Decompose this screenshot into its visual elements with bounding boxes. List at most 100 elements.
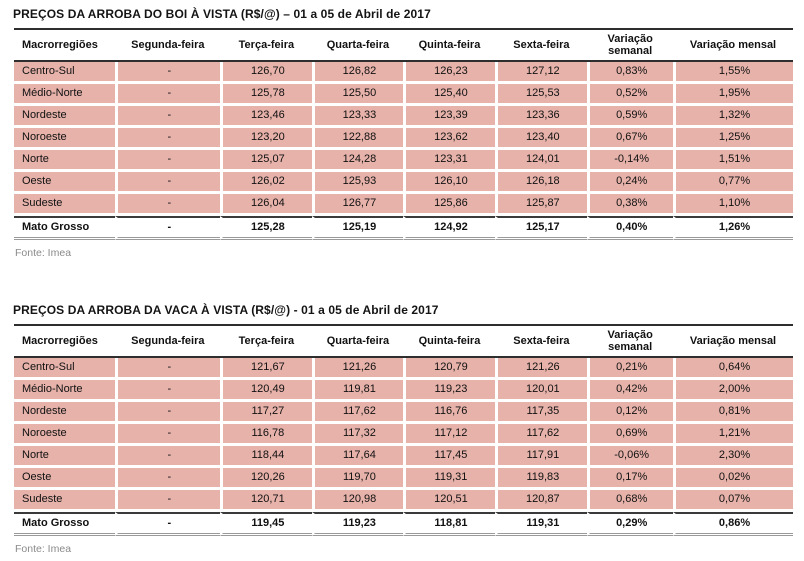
value-cell: 118,81 [403, 512, 496, 536]
value-cell: 124,01 [495, 150, 588, 172]
value-cell: 119,23 [312, 512, 404, 536]
header-row: Macrorregiões Segunda-feira Terça-feira Qua… [14, 28, 793, 62]
table-row: Centro-Sul -121,67 121,26 120,79 121,26 0,21%… [14, 358, 793, 380]
value-cell: 126,10 [403, 172, 496, 194]
value-cell: 120,26 [220, 468, 313, 490]
value-cell: 0,52% [587, 84, 674, 106]
boi-table-title: PREÇOS DA ARROBA DO BOI À VISTA (R$/@) –… [13, 7, 431, 21]
table-row: Centro-Sul -126,70 126,82 126,23 127,12 0,83%… [14, 62, 793, 84]
column-header: Quarta-feira [312, 28, 404, 62]
column-header: Terça-feira [220, 28, 313, 62]
value-cell: 123,40 [495, 128, 588, 150]
column-header: Segunda-feira [115, 324, 221, 358]
value-cell: 119,31 [495, 512, 588, 536]
value-cell: 1,25% [673, 128, 793, 150]
value-cell: 116,76 [403, 402, 496, 424]
value-cell: 117,62 [312, 402, 404, 424]
region-cell: Sudeste [14, 194, 116, 216]
table-row: Nordeste -123,46 123,33 123,39 123,36 0,59% 1,… [14, 106, 793, 128]
value-cell: 1,10% [673, 194, 793, 216]
value-cell: 120,49 [220, 380, 313, 402]
value-cell: 0,83% [587, 62, 674, 84]
value-cell: 125,93 [312, 172, 404, 194]
region-cell: Oeste [14, 172, 116, 194]
value-cell: -0,06% [587, 446, 674, 468]
value-cell: 0,64% [673, 358, 793, 380]
column-header: Terça-feira [220, 324, 313, 358]
value-cell: 117,45 [403, 446, 496, 468]
column-header: Macrorregiões [14, 324, 116, 358]
vaca-price-section: PREÇOS DA ARROBA DA VACA À VISTA (R$/@) … [0, 303, 804, 555]
table-row: Noroeste -123,20 122,88 123,62 123,40 0,67% 1,… [14, 128, 793, 150]
value-cell: 0,17% [587, 468, 674, 490]
value-cell: 0,81% [673, 402, 793, 424]
value-cell: 0,69% [587, 424, 674, 446]
value-cell: - [115, 84, 221, 106]
column-header: Quarta-feira [312, 324, 404, 358]
value-cell: 120,79 [403, 358, 496, 380]
value-cell: 126,23 [403, 62, 496, 84]
value-cell: 0,68% [587, 490, 674, 512]
region-cell: Norte [14, 150, 116, 172]
column-header: Quinta-feira [403, 28, 496, 62]
value-cell: - [115, 216, 221, 240]
column-header: Sexta-feira [495, 324, 588, 358]
value-cell: 126,77 [312, 194, 404, 216]
value-cell: 118,44 [220, 446, 313, 468]
value-cell: 117,12 [403, 424, 496, 446]
total-row: Mato Grosso -125,28 125,19 124,92 125,17 0,40… [14, 216, 793, 240]
value-cell: 1,55% [673, 62, 793, 84]
value-cell: 0,12% [587, 402, 674, 424]
table-row: Noroeste -116,78 117,32 117,12 117,62 0,69% 1,… [14, 424, 793, 446]
value-cell: 125,87 [495, 194, 588, 216]
value-cell: 125,40 [403, 84, 496, 106]
column-header: Variação mensal [673, 28, 793, 62]
column-header: Macrorregiões [14, 28, 116, 62]
column-header: Variação semanal [587, 28, 674, 62]
value-cell: 117,62 [495, 424, 588, 446]
value-cell: - [115, 150, 221, 172]
value-cell: 0,29% [587, 512, 674, 536]
value-cell: 117,91 [495, 446, 588, 468]
value-cell: 119,70 [312, 468, 404, 490]
value-cell: 120,98 [312, 490, 404, 512]
value-cell: 0,59% [587, 106, 674, 128]
value-cell: 125,53 [495, 84, 588, 106]
value-cell: 2,30% [673, 446, 793, 468]
value-cell: 120,51 [403, 490, 496, 512]
value-cell: 120,71 [220, 490, 313, 512]
column-header: Variação mensal [673, 324, 793, 358]
table-row: Sudeste -126,04 126,77 125,86 125,87 0,38% 1,1… [14, 194, 793, 216]
value-cell: 0,02% [673, 468, 793, 490]
value-cell: 124,28 [312, 150, 404, 172]
value-cell: 119,81 [312, 380, 404, 402]
value-cell: 126,02 [220, 172, 313, 194]
value-cell: 121,67 [220, 358, 313, 380]
value-cell: 125,07 [220, 150, 313, 172]
table-row: Médio-Norte -120,49 119,81 119,23 120,01 0,42… [14, 380, 793, 402]
value-cell: 126,70 [220, 62, 313, 84]
region-cell: Norte [14, 446, 116, 468]
value-cell: - [115, 424, 221, 446]
table-row: Oeste -120,26 119,70 119,31 119,83 0,17% 0,02% [14, 468, 793, 490]
value-cell: 0,07% [673, 490, 793, 512]
value-cell: - [115, 62, 221, 84]
value-cell: 121,26 [312, 358, 404, 380]
boi-price-section: PREÇOS DA ARROBA DO BOI À VISTA (R$/@) –… [0, 7, 804, 259]
value-cell: 120,87 [495, 490, 588, 512]
value-cell: 116,78 [220, 424, 313, 446]
region-cell: Médio-Norte [14, 84, 116, 106]
vaca-source-note: Fonte: Imea [15, 543, 72, 555]
value-cell: 123,62 [403, 128, 496, 150]
value-cell: 123,46 [220, 106, 313, 128]
value-cell: 125,50 [312, 84, 404, 106]
value-cell: 1,51% [673, 150, 793, 172]
value-cell: 123,36 [495, 106, 588, 128]
table-row: Oeste -126,02 125,93 126,10 126,18 0,24% 0,77% [14, 172, 793, 194]
value-cell: 2,00% [673, 380, 793, 402]
value-cell: 127,12 [495, 62, 588, 84]
region-cell: Sudeste [14, 490, 116, 512]
value-cell: 1,32% [673, 106, 793, 128]
value-cell: 117,27 [220, 402, 313, 424]
